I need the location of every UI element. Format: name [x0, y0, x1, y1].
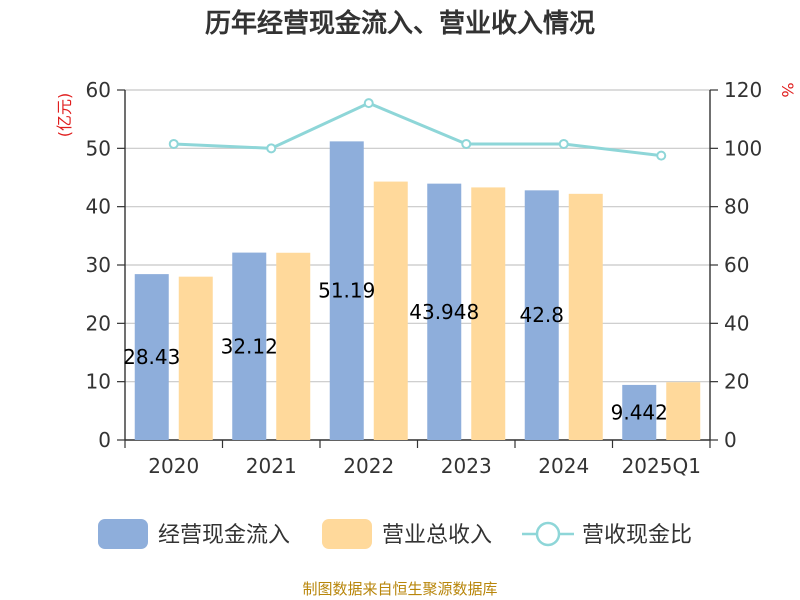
cash-inflow-data-label: 51.19: [318, 279, 375, 303]
data-labels: 28.43 32.12 51.19 43.948 42.8 9.442: [123, 279, 668, 425]
x-tick-label: 2020: [148, 454, 199, 478]
left-tick-label: 30: [86, 253, 111, 277]
x-tick-label: 2021: [246, 454, 297, 478]
legend: 经营现金流入 营业总收入 营收现金比: [98, 519, 692, 549]
right-tick-label: 20: [724, 370, 749, 394]
cash-inflow-bar: [232, 252, 267, 440]
left-tick-label: 40: [86, 195, 111, 219]
cash-inflow-data-label: 9.442: [611, 400, 668, 424]
ratio-point: [656, 150, 667, 161]
legend-swatch: [322, 519, 372, 549]
cash-inflow-bar: [427, 183, 462, 441]
ratio-point: [558, 138, 569, 149]
ratio-point: [363, 98, 374, 109]
left-tick-label: 20: [86, 311, 111, 335]
right-tick-label: 120: [724, 78, 762, 102]
revenue-bar: [178, 276, 213, 440]
ratio-point: [168, 138, 179, 149]
revenue-bar: [568, 193, 603, 440]
ratio-line-path: [173, 101, 662, 158]
left-tick-label: 10: [86, 370, 111, 394]
x-tick-label: 2022: [343, 454, 394, 478]
cash-inflow-data-label: 43.948: [409, 300, 479, 324]
left-y-axis: 0 10 20 30 40 50 60: [86, 78, 126, 452]
left-tick-label: 50: [86, 136, 111, 160]
revenue-bar: [373, 181, 408, 441]
grid-lines: [125, 89, 710, 441]
left-tick-label: 0: [98, 428, 111, 452]
right-axis-unit: %: [778, 82, 797, 97]
legend-label: 经营现金流入: [158, 523, 290, 548]
legend-label: 营业总收入: [382, 523, 492, 548]
chart-title: 历年经营现金流入、营业收入情况: [205, 8, 595, 39]
cash-inflow-data-label: 28.43: [123, 345, 180, 369]
right-tick-label: 80: [724, 195, 749, 219]
left-tick-label: 60: [86, 78, 111, 102]
right-tick-label: 60: [724, 253, 749, 277]
x-axis: 2020 2021 2022 2023 2024 2025Q1: [124, 439, 711, 478]
cash-inflow-bar: [134, 274, 169, 440]
revenue-bar: [471, 187, 506, 440]
left-axis-unit: (亿元): [55, 93, 74, 138]
x-tick-label: 2025Q1: [622, 454, 701, 478]
cash-inflow-data-label: 32.12: [221, 334, 278, 358]
ratio-point: [461, 138, 472, 149]
right-tick-label: 100: [724, 136, 762, 160]
legend-swatch: [98, 519, 148, 549]
ratio-point: [266, 143, 277, 154]
ratio-line: [168, 98, 667, 161]
bars: [134, 141, 701, 441]
source-note: 制图数据来自恒生聚源数据库: [302, 580, 497, 598]
right-tick-label: 0: [724, 428, 737, 452]
cash-inflow-data-label: 42.8: [519, 303, 564, 327]
cash-inflow-bar: [622, 384, 657, 440]
right-tick-label: 40: [724, 311, 749, 335]
x-tick-label: 2024: [538, 454, 589, 478]
right-y-axis: 0 20 40 60 80 100 120: [709, 78, 762, 452]
cash-inflow-bar: [329, 141, 364, 441]
x-tick-label: 2023: [441, 454, 492, 478]
legend-label: 营收现金比: [582, 523, 692, 548]
revenue-bar: [276, 252, 311, 440]
revenue-bar: [666, 382, 701, 440]
legend-marker: [535, 521, 561, 547]
cash-inflow-bar: [524, 190, 559, 440]
